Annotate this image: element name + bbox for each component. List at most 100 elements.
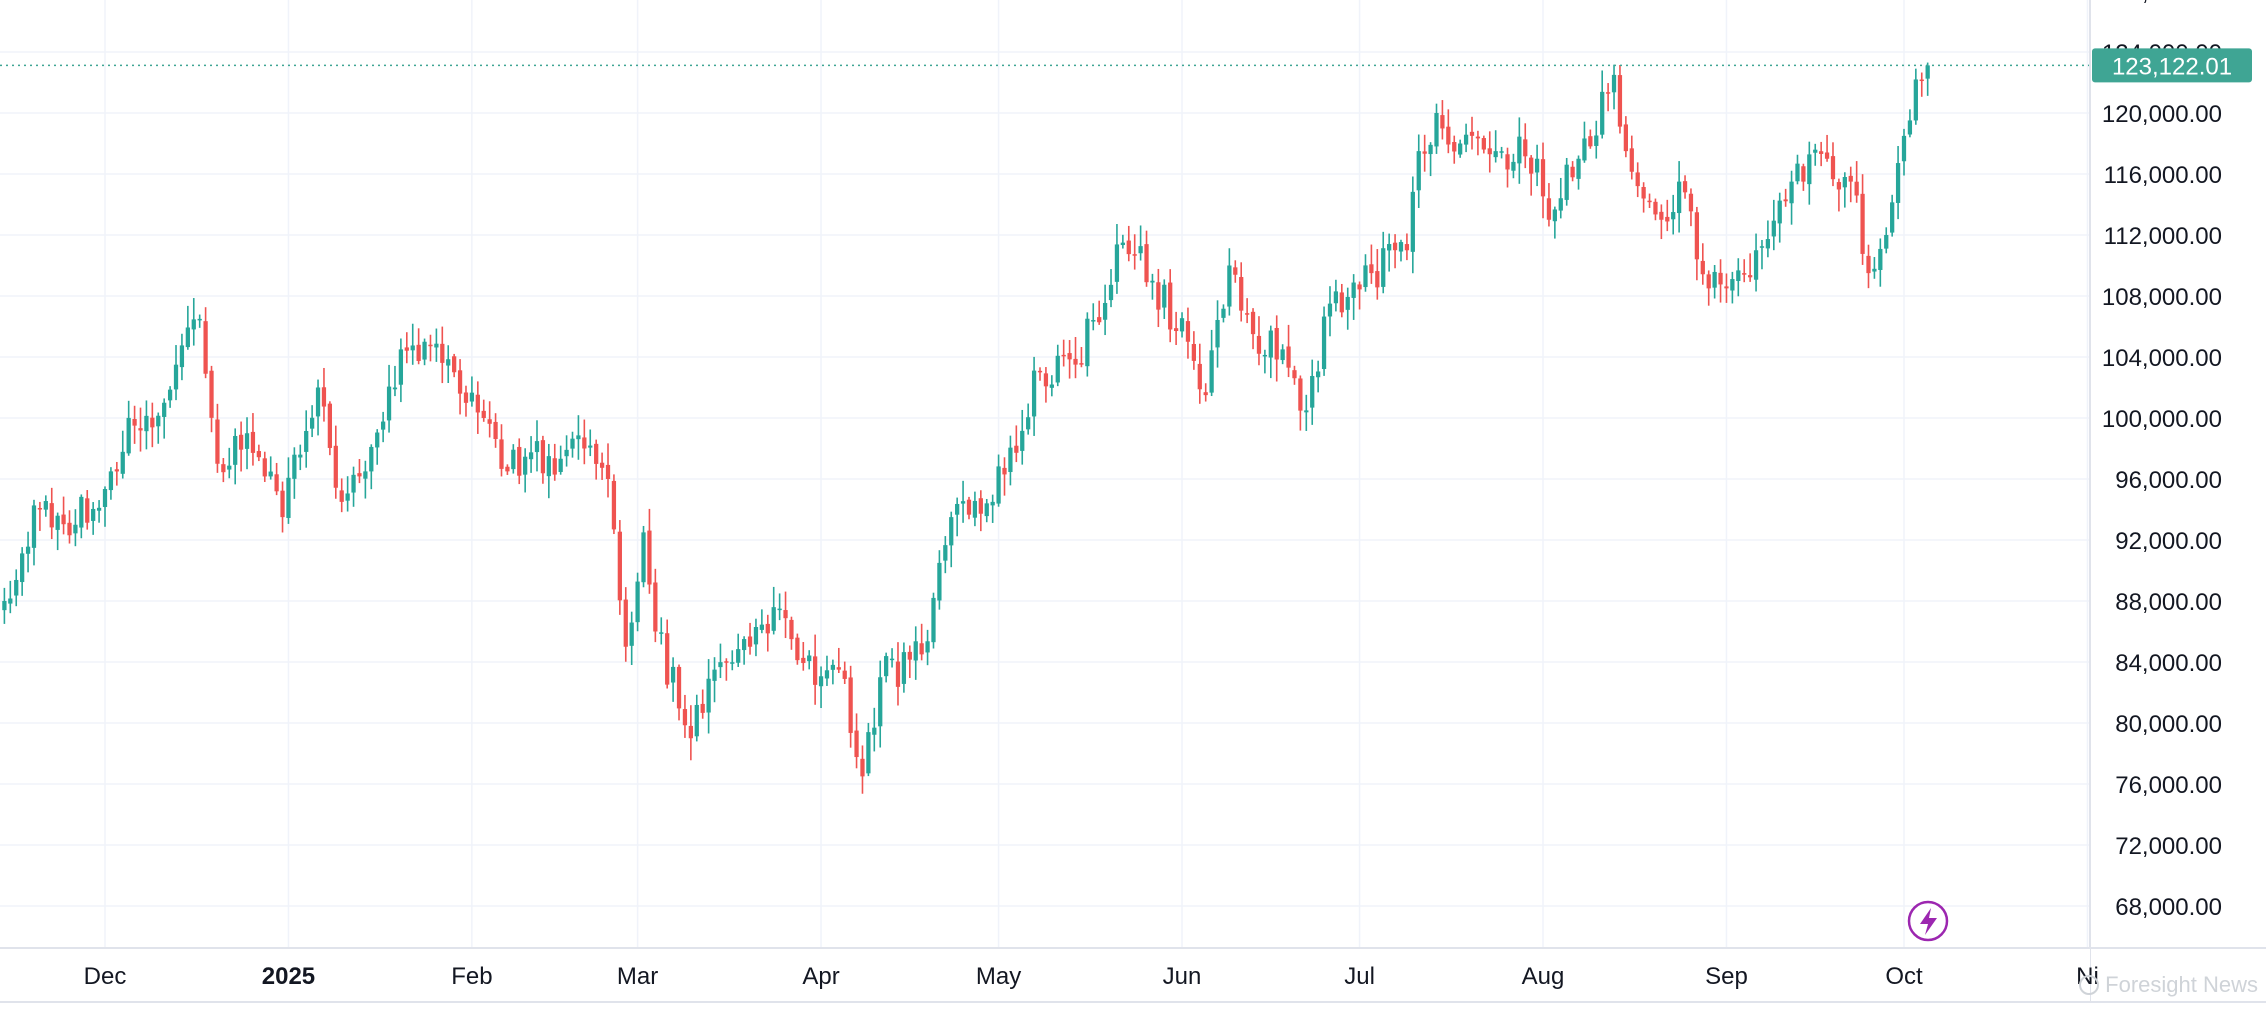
candle[interactable] bbox=[357, 459, 362, 484]
candle[interactable] bbox=[1647, 193, 1652, 208]
candle[interactable] bbox=[1795, 154, 1800, 185]
candle[interactable] bbox=[1819, 141, 1824, 167]
candle[interactable] bbox=[1878, 238, 1883, 287]
candle[interactable] bbox=[972, 491, 978, 527]
candle[interactable] bbox=[481, 399, 486, 422]
candle[interactable] bbox=[978, 490, 983, 532]
candle[interactable] bbox=[789, 616, 794, 650]
candle[interactable] bbox=[315, 379, 321, 436]
candle[interactable] bbox=[1091, 303, 1096, 331]
candle[interactable] bbox=[274, 462, 279, 496]
candle[interactable] bbox=[1333, 279, 1339, 312]
candle[interactable] bbox=[1120, 234, 1125, 249]
candle[interactable] bbox=[931, 592, 936, 649]
candle[interactable] bbox=[996, 454, 1001, 507]
candle[interactable] bbox=[1499, 146, 1504, 159]
candle[interactable] bbox=[872, 707, 877, 752]
candle[interactable] bbox=[1552, 206, 1557, 239]
candle[interactable] bbox=[1061, 339, 1066, 367]
candle[interactable] bbox=[895, 642, 901, 706]
candle[interactable] bbox=[1079, 347, 1084, 368]
candle[interactable] bbox=[1718, 259, 1723, 303]
candle[interactable] bbox=[641, 525, 646, 588]
candle[interactable] bbox=[1588, 129, 1593, 149]
candles[interactable] bbox=[2, 62, 1930, 794]
y-axis[interactable]: 68,000.00 72,000.00 76,000.00 80,000.00 84,0… bbox=[2089, 0, 2266, 1004]
candle[interactable] bbox=[1138, 225, 1143, 261]
candle[interactable] bbox=[1292, 365, 1297, 385]
candle[interactable] bbox=[1298, 375, 1303, 431]
candle[interactable] bbox=[1185, 307, 1191, 359]
candle[interactable] bbox=[20, 547, 25, 596]
candle[interactable] bbox=[1694, 206, 1700, 281]
candle[interactable] bbox=[1404, 233, 1410, 261]
candle[interactable] bbox=[256, 444, 261, 462]
candle[interactable] bbox=[1700, 243, 1705, 285]
candle[interactable] bbox=[1907, 109, 1913, 138]
candle[interactable] bbox=[120, 430, 125, 479]
candle[interactable] bbox=[8, 580, 13, 614]
candle[interactable] bbox=[333, 425, 338, 499]
candle[interactable] bbox=[765, 614, 770, 652]
candle[interactable] bbox=[594, 439, 599, 480]
candle[interactable] bbox=[1807, 141, 1812, 205]
candle[interactable] bbox=[1901, 128, 1907, 176]
candle[interactable] bbox=[629, 611, 634, 666]
candle[interactable] bbox=[1517, 117, 1522, 184]
candle[interactable] bbox=[1665, 199, 1670, 232]
candle[interactable] bbox=[440, 326, 445, 384]
candle[interactable] bbox=[830, 659, 836, 685]
candle[interactable] bbox=[635, 572, 640, 632]
candle[interactable] bbox=[1416, 134, 1421, 209]
candle[interactable] bbox=[1398, 239, 1404, 262]
candle[interactable] bbox=[795, 633, 800, 665]
candle[interactable] bbox=[665, 619, 670, 689]
candle[interactable] bbox=[1102, 284, 1108, 336]
candle[interactable] bbox=[1363, 254, 1368, 292]
candle[interactable] bbox=[718, 643, 723, 679]
candle[interactable] bbox=[1576, 155, 1581, 190]
candle[interactable] bbox=[1487, 131, 1492, 173]
candle[interactable] bbox=[369, 444, 374, 490]
candle[interactable] bbox=[925, 629, 930, 666]
candle[interactable] bbox=[1321, 306, 1327, 376]
candle[interactable] bbox=[1327, 286, 1333, 337]
candle[interactable] bbox=[1049, 375, 1054, 397]
candle[interactable] bbox=[227, 447, 232, 479]
candle[interactable] bbox=[162, 398, 167, 439]
candle[interactable] bbox=[984, 498, 989, 523]
candle[interactable] bbox=[1280, 344, 1285, 365]
candle[interactable] bbox=[528, 436, 534, 473]
candle[interactable] bbox=[1629, 135, 1634, 180]
candle[interactable] bbox=[647, 508, 652, 594]
candle[interactable] bbox=[73, 509, 78, 547]
candle[interactable] bbox=[363, 460, 368, 499]
candle[interactable] bbox=[801, 642, 806, 671]
candle[interactable] bbox=[949, 511, 954, 568]
candle[interactable] bbox=[1676, 161, 1682, 233]
candle[interactable] bbox=[102, 486, 108, 527]
candle[interactable] bbox=[1191, 331, 1196, 370]
candle[interactable] bbox=[724, 658, 729, 681]
candle[interactable] bbox=[1369, 244, 1374, 284]
candle[interactable] bbox=[706, 659, 711, 734]
candle[interactable] bbox=[860, 745, 865, 794]
candle[interactable] bbox=[818, 666, 824, 709]
candle[interactable] bbox=[416, 328, 421, 365]
candle[interactable] bbox=[1884, 227, 1889, 254]
candle[interactable] bbox=[1162, 279, 1167, 319]
candle[interactable] bbox=[1268, 325, 1273, 379]
candle[interactable] bbox=[250, 413, 256, 466]
candle[interactable] bbox=[1475, 130, 1481, 156]
candle[interactable] bbox=[126, 400, 131, 456]
candle[interactable] bbox=[209, 365, 214, 433]
candle[interactable] bbox=[1505, 147, 1510, 188]
candle[interactable] bbox=[167, 386, 173, 408]
candle[interactable] bbox=[1605, 83, 1611, 112]
candle[interactable] bbox=[736, 633, 741, 667]
candle[interactable] bbox=[919, 623, 924, 661]
candle[interactable] bbox=[43, 495, 48, 517]
candle[interactable] bbox=[866, 722, 871, 777]
candle[interactable] bbox=[1759, 239, 1765, 270]
candle[interactable] bbox=[404, 332, 409, 364]
